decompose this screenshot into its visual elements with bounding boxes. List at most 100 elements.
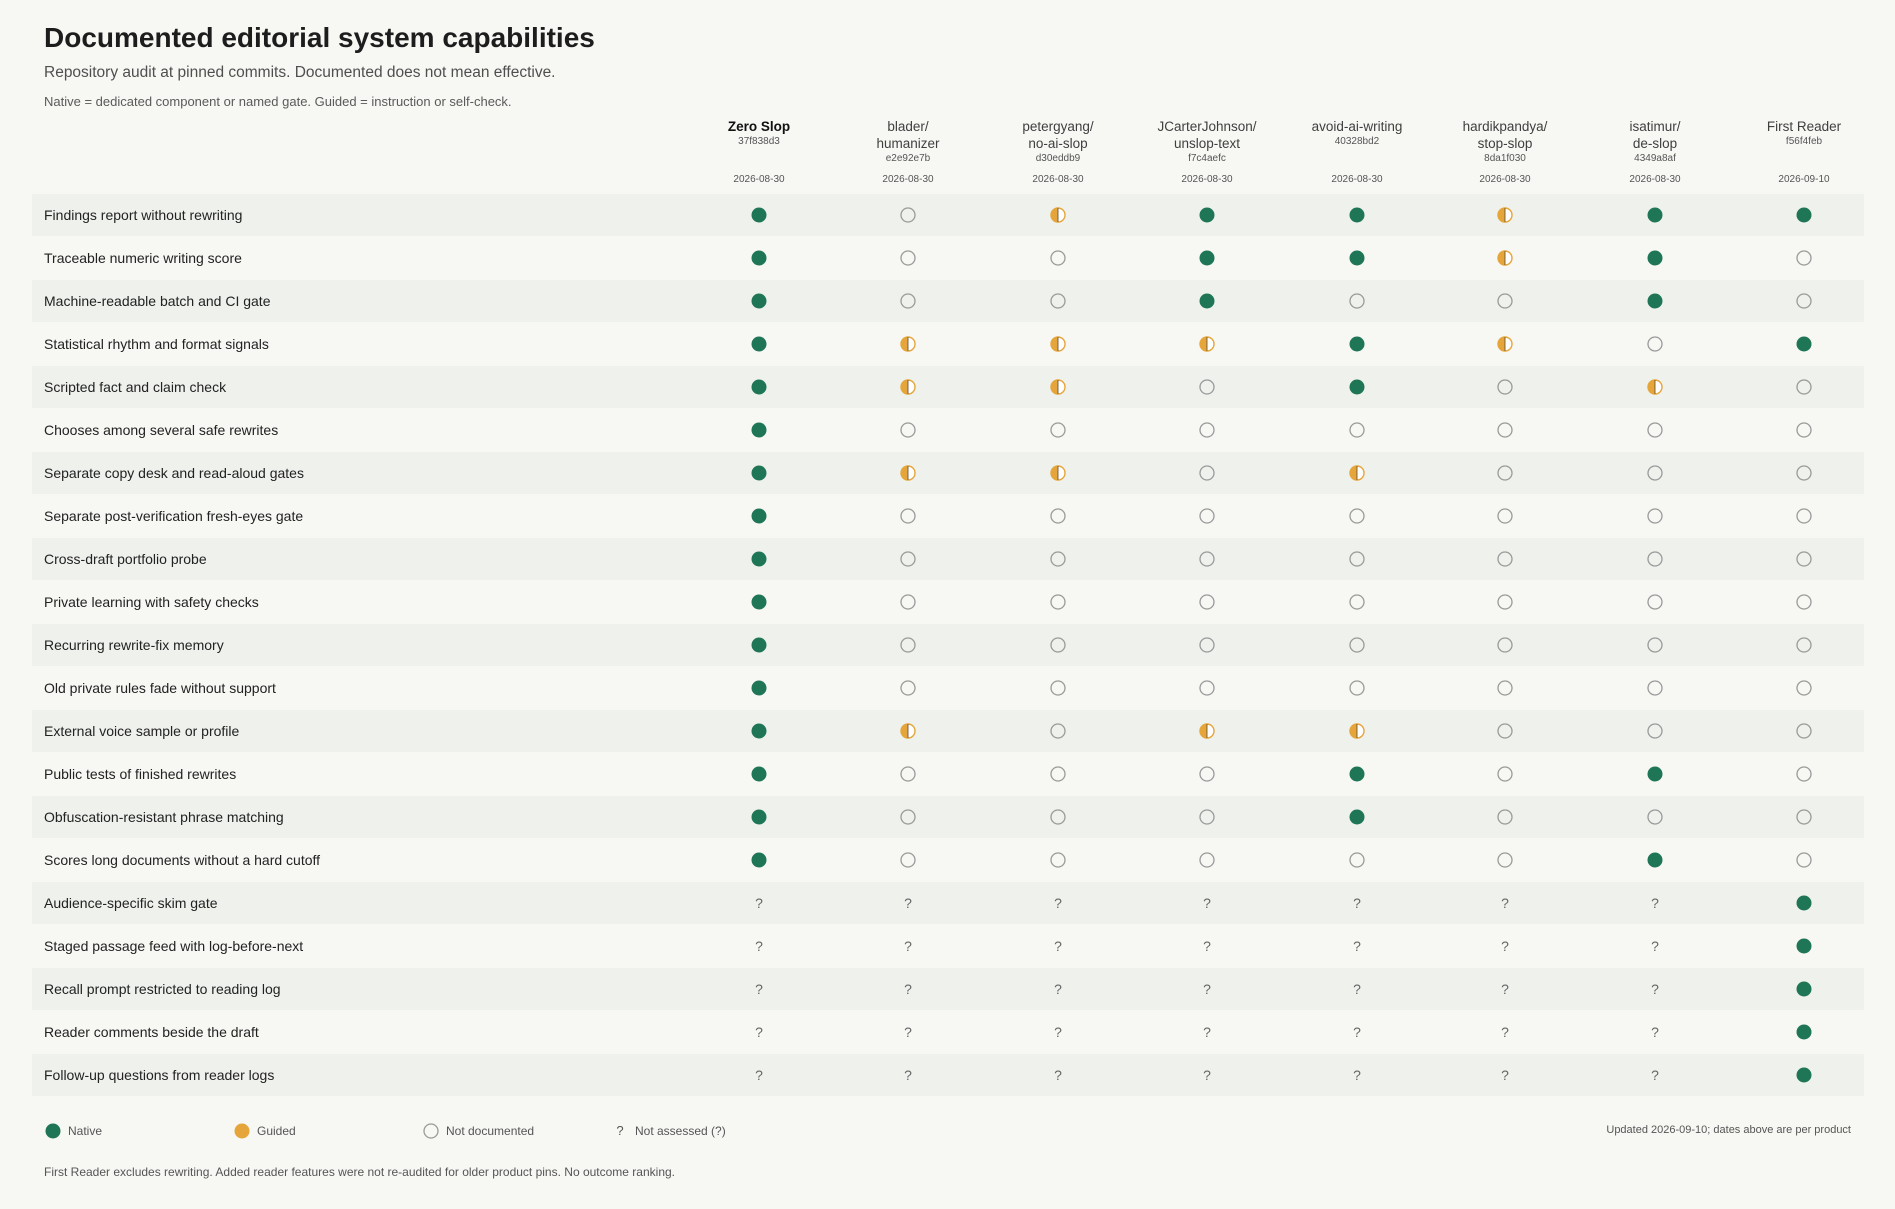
not-assessed-mark: ?: [755, 938, 763, 954]
not-assessed-mark: ?: [904, 1067, 912, 1083]
guided-half-dot: [1348, 464, 1366, 482]
not-documented-circle: [1795, 421, 1813, 439]
native-dot: [1795, 894, 1813, 912]
not-documented-circle: [1049, 507, 1067, 525]
native-dot: [1198, 292, 1216, 310]
page-subtitle: Repository audit at pinned commits. Docu…: [44, 64, 556, 81]
native-dot: [1348, 378, 1366, 396]
not-documented-circle: [1348, 507, 1366, 525]
not-assessed-mark: ?: [1651, 1067, 1659, 1083]
guided-half-dot: [1198, 722, 1216, 740]
guided-half-dot: [1496, 249, 1514, 267]
not-documented-circle: [1049, 421, 1067, 439]
native-dot: [1198, 249, 1216, 267]
row-label: Scores long documents without a hard cut…: [44, 852, 321, 868]
row-label: Private learning with safety checks: [44, 594, 259, 610]
table-row: Cross-draft portfolio probe: [32, 538, 1864, 580]
not-assessed-mark: ?: [1353, 1024, 1361, 1040]
column-commit: 4349a8af: [1634, 153, 1676, 164]
table-row: Staged passage feed with log-before-next…: [32, 925, 1864, 967]
native-dot: [750, 722, 768, 740]
not-documented-circle: [899, 550, 917, 568]
column-header: First Reader f56f4feb 2026-09-10: [1729, 118, 1879, 185]
column-date: 2026-08-30: [882, 174, 934, 185]
table-row: Scores long documents without a hard cut…: [32, 839, 1864, 881]
table-row: Traceable numeric writing score: [32, 237, 1864, 279]
page-title: Documented editorial system capabilities: [44, 22, 595, 53]
table-row: Audience-specific skim gate???????: [32, 882, 1864, 924]
not-assessed-mark: ?: [904, 981, 912, 997]
not-documented-circle: [1198, 593, 1216, 611]
not-documented-circle: [899, 765, 917, 783]
column-name: de-slop: [1632, 136, 1678, 151]
not-documented-circle: [899, 249, 917, 267]
native-dot: [1795, 980, 1813, 998]
row-label: Follow-up questions from reader logs: [44, 1067, 275, 1083]
native-dot: [750, 808, 768, 826]
not-documented-circle: [1795, 808, 1813, 826]
column-name: no-ai-slop: [1028, 136, 1088, 151]
column-date: 2026-08-30: [1331, 174, 1383, 185]
not-documented-circle: [1795, 851, 1813, 869]
native-dot: [1348, 765, 1366, 783]
guided-half-dot: [1496, 335, 1514, 353]
not-assessed-mark: ?: [1353, 981, 1361, 997]
native-dot: [1795, 1066, 1813, 1084]
not-assessed-mark: ?: [1651, 895, 1659, 911]
native-dot: [750, 249, 768, 267]
not-documented-circle: [1348, 421, 1366, 439]
row-label: Old private rules fade without support: [44, 680, 276, 696]
guided-half-dot: [899, 378, 917, 396]
not-documented-circle: [1198, 765, 1216, 783]
row-label: Recurring rewrite-fix memory: [44, 637, 224, 653]
guided-half-dot: [1646, 378, 1664, 396]
not-documented-circle: [899, 292, 917, 310]
column-commit: f56f4feb: [1785, 136, 1823, 147]
not-documented-circle: [1496, 464, 1514, 482]
not-assessed-mark: ?: [1651, 1024, 1659, 1040]
not-assessed-mark: ?: [1651, 938, 1659, 954]
not-documented-circle: [1049, 679, 1067, 697]
row-label: Cross-draft portfolio probe: [44, 551, 207, 567]
not-assessed-mark: ?: [1203, 1067, 1211, 1083]
legend-native-label: Native: [68, 1124, 103, 1138]
native-dot: [1348, 206, 1366, 224]
table-row: Private learning with safety checks: [32, 581, 1864, 623]
table-row: External voice sample or profile: [32, 710, 1864, 752]
legend-not-assessed-label: Not assessed (?): [635, 1124, 726, 1138]
native-dot: [1795, 937, 1813, 955]
row-label: Findings report without rewriting: [44, 207, 243, 223]
not-documented-circle: [1049, 636, 1067, 654]
not-documented-circle: [1496, 550, 1514, 568]
not-documented-circle: [1646, 636, 1664, 654]
native-dot: [750, 335, 768, 353]
column-date: 2026-08-30: [1629, 174, 1681, 185]
native-dot: [1795, 335, 1813, 353]
not-assessed-mark: ?: [1054, 1024, 1062, 1040]
row-label: External voice sample or profile: [44, 723, 240, 739]
not-documented-circle: [1646, 679, 1664, 697]
native-dot: [750, 292, 768, 310]
not-documented-circle: [1348, 636, 1366, 654]
column-name: humanizer: [876, 136, 940, 151]
native-dot: [1646, 206, 1664, 224]
not-documented-circle: [899, 636, 917, 654]
column-commit: f7c4aefc: [1188, 153, 1226, 164]
definition-note: Native = dedicated component or named ga…: [44, 94, 512, 109]
not-documented-circle: [1049, 765, 1067, 783]
not-documented-circle: [1348, 851, 1366, 869]
row-label: Recall prompt restricted to reading log: [44, 981, 281, 997]
guided-dot-icon: [233, 1122, 251, 1140]
not-documented-circle: [1049, 808, 1067, 826]
not-documented-circle: [1198, 636, 1216, 654]
not-assessed-mark: ?: [904, 1024, 912, 1040]
not-documented-circle: [1646, 335, 1664, 353]
not-assessed-mark: ?: [1203, 981, 1211, 997]
not-assessed-mark: ?: [1054, 1067, 1062, 1083]
column-commit: 8da1f030: [1484, 153, 1526, 164]
not-documented-circle: [1646, 722, 1664, 740]
not-documented-circle: [1795, 507, 1813, 525]
guided-half-dot: [899, 464, 917, 482]
column-name: isatimur/: [1629, 119, 1681, 134]
not-documented-circle: [1496, 851, 1514, 869]
